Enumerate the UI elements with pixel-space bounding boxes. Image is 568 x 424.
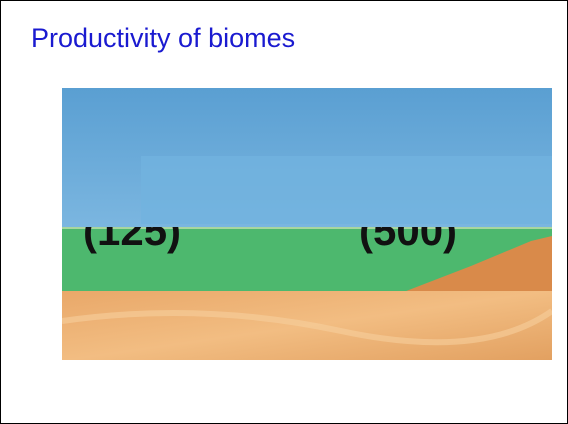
- sky-band: [141, 156, 552, 224]
- image-content: (125) (500): [62, 88, 552, 360]
- hill: [401, 236, 552, 293]
- slide-title: Productivity of biomes: [31, 23, 296, 53]
- dune: [62, 308, 552, 346]
